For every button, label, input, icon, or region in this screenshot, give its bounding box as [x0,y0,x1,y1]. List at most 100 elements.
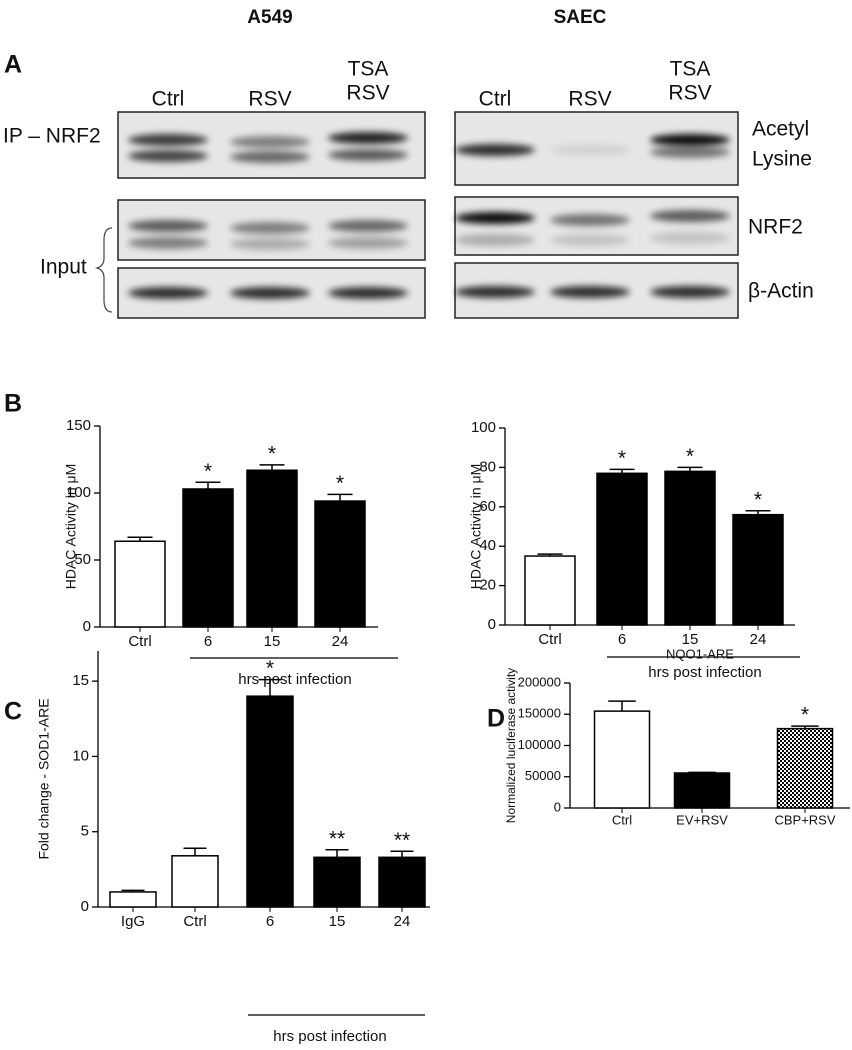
row-label: Lysine [752,148,812,171]
x-axis-label: hrs post infection [273,1028,386,1045]
panel-label: A [4,51,22,79]
significance: * [336,472,344,495]
y-axis-label: Normalized luciferase activity [504,668,518,823]
bar [109,891,157,908]
cell-line: SAEC [554,7,607,28]
bar [378,856,426,908]
significance: ** [329,827,345,850]
chart-title: NQO1-ARE [666,646,734,661]
significance: * [266,657,274,680]
bar [182,488,234,628]
band [328,132,408,144]
x-tick-label: 6 [204,633,212,650]
band [550,234,630,246]
bar [593,710,651,809]
lane-label: RSV [568,88,611,111]
blot-panel [454,196,739,256]
band [550,144,630,156]
x-tick-label: Ctrl [612,812,632,827]
band [455,144,535,156]
lane-label: Ctrl [152,88,185,111]
band [455,234,535,246]
bar [776,727,834,809]
lane-label: TSA [670,58,711,81]
x-tick-label: 6 [618,631,626,648]
row-label: IP – NRF2 [3,125,101,148]
bar [596,472,648,626]
bar [664,470,716,626]
y-tick-label: 0 [554,799,561,814]
panel-label: B [4,390,22,418]
lane-label: Ctrl [479,88,512,111]
y-axis-label: HDAC Activity in μM [468,464,484,590]
y-tick-label: 0 [488,616,496,633]
row-label: NRF2 [748,216,803,239]
bar [524,555,576,626]
y-tick-label: 100 [66,484,91,501]
band [128,150,208,162]
y-tick-label: 40 [479,537,496,554]
band [230,238,310,250]
x-tick-label: IgG [121,913,145,930]
x-tick-label: Ctrl [538,631,561,648]
panel-label: D [487,705,505,733]
cell-line: A549 [247,7,292,28]
band [230,136,310,148]
band [650,286,730,298]
y-tick-label: 80 [479,458,496,475]
significance: ** [394,829,410,852]
y-tick-label: 150000 [518,706,561,721]
x-tick-label: Ctrl [183,913,206,930]
y-tick-label: 20 [479,577,496,594]
band [328,149,408,161]
x-axis-label: hrs post infection [648,664,761,681]
y-tick-label: 0 [83,618,91,635]
bar [673,772,731,809]
y-tick-label: 10 [72,747,89,764]
significance: * [686,445,694,468]
band [128,220,208,232]
lane-label: RSV [248,88,291,111]
panel-label: C [4,698,22,726]
y-tick-label: 200000 [518,674,561,689]
x-tick-label: EV+RSV [676,812,728,827]
x-tick-label: 15 [682,631,699,648]
band [550,286,630,298]
bar [313,856,361,908]
y-tick-label: 100000 [518,737,561,752]
bar [732,513,784,626]
x-axis-label: hrs post infection [238,671,351,688]
band [230,151,310,163]
x-tick-label: 24 [394,913,411,930]
band [328,287,408,299]
bar [246,469,298,628]
lane-label: RSV [668,82,711,105]
band [328,237,408,249]
row-label: Input [40,256,87,279]
y-tick-label: 50000 [525,768,561,783]
significance: * [754,488,762,511]
bar [246,695,294,908]
x-tick-label: 15 [264,633,281,650]
x-tick-label: 24 [750,631,767,648]
brace [94,227,113,313]
significance: * [618,447,626,470]
band [455,212,535,224]
y-axis-label: HDAC Activity in μM [63,464,79,590]
band [455,286,535,298]
significance: * [204,460,212,483]
band [230,287,310,299]
y-tick-label: 0 [81,898,89,915]
band [230,222,310,234]
band [328,220,408,232]
y-tick-label: 60 [479,498,496,515]
significance: * [801,704,809,727]
y-tick-label: 100 [471,419,496,436]
band [128,237,208,249]
row-label: Acetyl [752,118,809,141]
bar [171,855,219,908]
y-tick-label: 5 [81,823,89,840]
x-tick-label: CBP+RSV [774,812,835,827]
x-tick-label: Ctrl [128,633,151,650]
